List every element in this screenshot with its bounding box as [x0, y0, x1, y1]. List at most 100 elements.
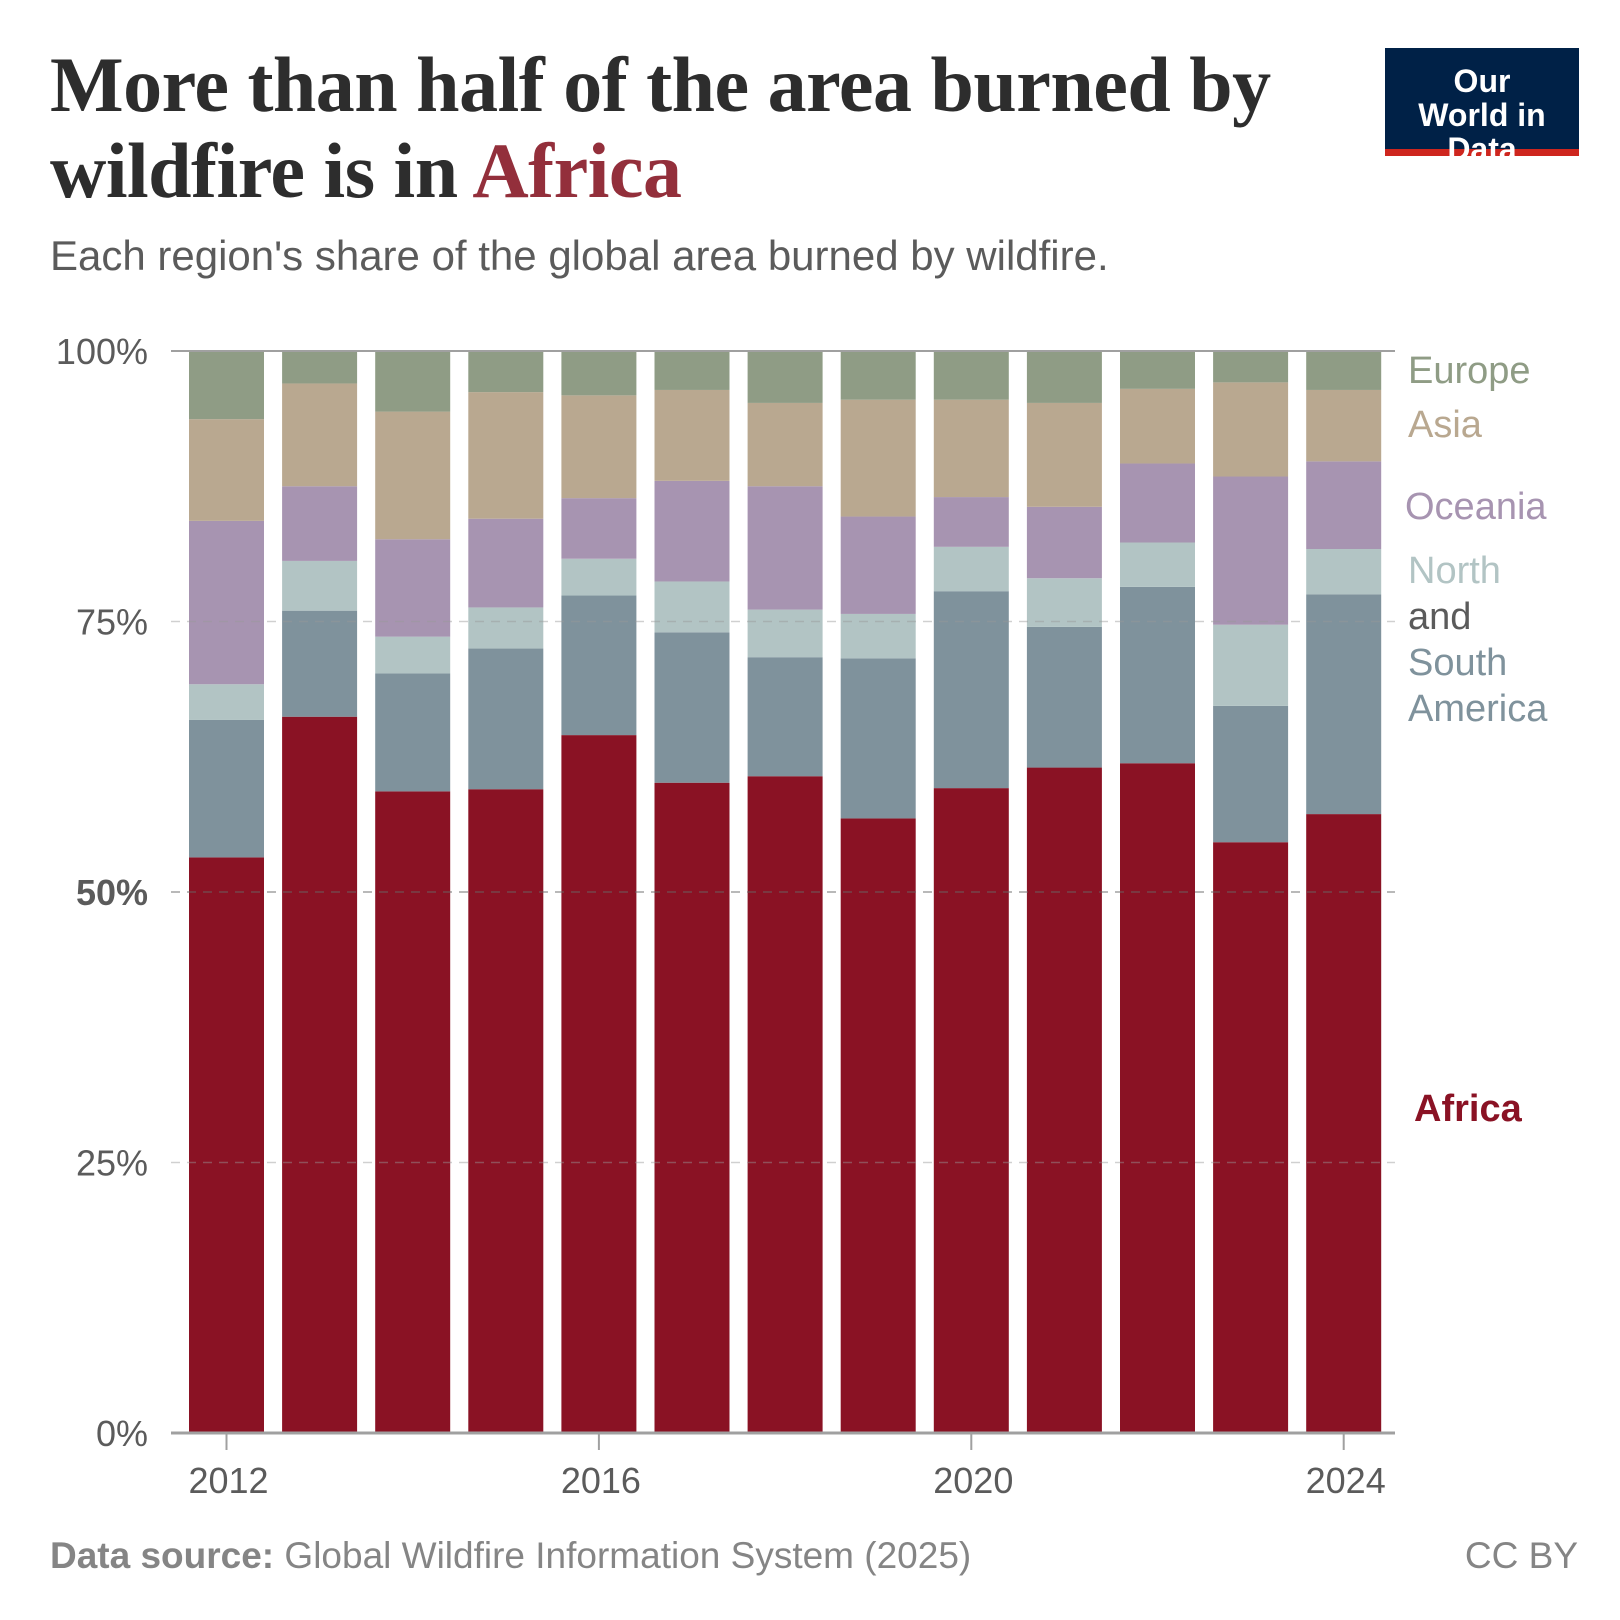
bar-north-america-2021	[1026, 578, 1102, 627]
bar-asia-2024	[1306, 389, 1382, 462]
bar-asia-2021	[1026, 402, 1102, 507]
bar-asia-2014	[375, 411, 451, 540]
bar-europe-2012	[189, 351, 264, 420]
legend-oceania[interactable]: Oceania	[1405, 486, 1547, 528]
x-tick-label: 2012	[188, 1460, 268, 1501]
legend-and: and	[1408, 596, 1472, 638]
bar-europe-2023	[1213, 351, 1289, 383]
bar-europe-2021	[1026, 351, 1102, 403]
bar-north-america-2013	[282, 560, 358, 611]
bar-asia-2015	[468, 392, 544, 519]
bar-oceania-2012	[189, 520, 264, 685]
data-source: Data source: Global Wildfire Information…	[50, 1535, 971, 1577]
bar-oceania-2017	[654, 480, 730, 582]
bar-oceania-2015	[468, 518, 544, 608]
bar-europe-2015	[468, 351, 544, 393]
bar-oceania-2019	[840, 516, 916, 614]
bar-south-america-2022	[1120, 586, 1195, 764]
bar-africa-2023	[1213, 842, 1289, 1433]
bar-africa-2024	[1306, 814, 1382, 1433]
bar-oceania-2013	[282, 486, 358, 561]
bar-north-america-2016	[561, 558, 637, 596]
source-label: Data source:	[50, 1535, 275, 1576]
bar-africa-2016	[561, 735, 637, 1433]
bar-europe-2016	[561, 351, 637, 396]
bar-europe-2018	[747, 351, 823, 403]
bar-africa-2021	[1026, 767, 1102, 1433]
y-tick-label: 75%	[76, 602, 148, 643]
owid-logo[interactable]: Our World in Data	[1385, 48, 1579, 166]
x-tick-label: 2020	[933, 1460, 1013, 1501]
bar-north-america-2014	[375, 636, 451, 674]
bar-oceania-2023	[1213, 476, 1289, 625]
bar-oceania-2014	[375, 539, 451, 637]
legend-europe[interactable]: Europe	[1408, 350, 1531, 392]
bar-africa-2013	[282, 716, 358, 1433]
logo-text: Our World in Data	[1418, 63, 1546, 167]
bar-north-america-2018	[747, 609, 823, 658]
bar-south-america-2020	[933, 591, 1009, 789]
bar-south-america-2023	[1213, 705, 1289, 843]
bar-asia-2013	[282, 383, 358, 487]
bar-south-america-2014	[375, 673, 451, 792]
bar-oceania-2024	[1306, 461, 1382, 550]
legend-africa[interactable]: Africa	[1414, 1088, 1522, 1130]
bar-north-america-2023	[1213, 624, 1289, 706]
bar-europe-2017	[654, 351, 730, 390]
bar-asia-2017	[654, 389, 730, 481]
legend-south: South	[1408, 642, 1508, 684]
bar-south-america-2021	[1026, 626, 1102, 768]
y-tick-label: 25%	[76, 1143, 148, 1184]
bar-asia-2019	[840, 399, 916, 517]
bar-north-america-2017	[654, 581, 730, 633]
bar-europe-2013	[282, 351, 358, 384]
bar-europe-2020	[933, 351, 1009, 400]
bar-south-america-2013	[282, 610, 358, 717]
title-text: More than half of the area burned by wil…	[50, 41, 1271, 214]
bar-europe-2022	[1120, 351, 1195, 389]
bar-africa-2019	[840, 818, 916, 1433]
chart-title: More than half of the area burned by wil…	[50, 42, 1350, 214]
bar-africa-2018	[747, 776, 823, 1433]
bar-north-america-2019	[840, 613, 916, 659]
bar-europe-2019	[840, 351, 916, 400]
bar-oceania-2020	[933, 497, 1009, 547]
legend-america: America	[1408, 688, 1548, 730]
title-highlight: Africa	[472, 127, 682, 214]
bar-oceania-2016	[561, 498, 637, 559]
bar-europe-2014	[375, 351, 451, 412]
legend-asia[interactable]: Asia	[1408, 404, 1482, 446]
bar-oceania-2022	[1120, 463, 1195, 543]
bar-africa-2012	[189, 857, 264, 1433]
source-text: Global Wildfire Information System (2025…	[274, 1535, 972, 1576]
bar-africa-2014	[375, 791, 451, 1433]
bar-south-america-2017	[654, 632, 730, 783]
bar-africa-2022	[1120, 763, 1195, 1433]
bar-asia-2016	[561, 395, 637, 499]
bar-south-america-2015	[468, 648, 544, 790]
bar-north-america-2024	[1306, 549, 1382, 595]
x-tick-label: 2016	[561, 1460, 641, 1501]
bar-asia-2020	[933, 399, 1009, 498]
y-tick-label: 50%	[76, 872, 148, 913]
bar-north-america-2022	[1120, 542, 1195, 587]
bar-south-america-2024	[1306, 594, 1382, 815]
y-tick-label: 100%	[56, 331, 148, 372]
bar-asia-2012	[189, 419, 264, 521]
bar-asia-2023	[1213, 382, 1289, 477]
legend-americas[interactable]: North and South America	[1408, 548, 1547, 732]
bar-north-america-2020	[933, 546, 1009, 592]
bar-africa-2017	[654, 782, 730, 1433]
y-tick-label: 0%	[96, 1413, 148, 1454]
bar-oceania-2021	[1026, 506, 1102, 579]
bar-south-america-2012	[189, 719, 264, 858]
bar-north-america-2012	[189, 684, 264, 720]
bar-oceania-2018	[747, 486, 823, 610]
legend-north: North	[1408, 550, 1501, 592]
bar-north-america-2015	[468, 607, 544, 649]
bar-south-america-2019	[840, 658, 916, 819]
license[interactable]: CC BY	[1464, 1535, 1578, 1576]
bar-asia-2018	[747, 402, 823, 487]
